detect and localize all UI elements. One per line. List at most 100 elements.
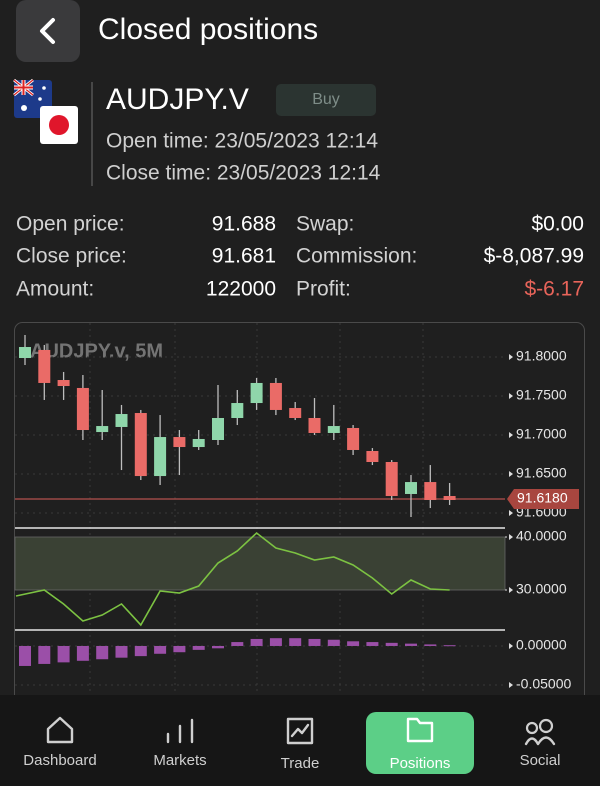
stat-label: Swap: <box>296 213 354 236</box>
chart: AUDJPY.v, 5M 91.800091.750091.700091.6500… <box>14 323 579 695</box>
stat-label: Profit: <box>296 278 351 301</box>
nav-icon <box>406 717 434 743</box>
nav-active-bg <box>366 712 474 774</box>
candle-body <box>424 482 437 500</box>
side-label: Buy <box>312 91 340 108</box>
candle-body <box>134 413 147 477</box>
candle-body <box>308 418 321 433</box>
candle-body <box>385 462 398 497</box>
stat-label: Close price: <box>16 245 127 268</box>
back-icon <box>40 18 55 44</box>
nav-icon <box>166 718 194 744</box>
candle-body <box>347 427 360 450</box>
hist-bar <box>289 638 302 646</box>
nav-label[interactable]: Dashboard <box>23 752 96 769</box>
hist-bar <box>134 645 147 657</box>
hist-bar <box>115 645 128 658</box>
hist-bar <box>347 641 360 646</box>
y-tick-label: 40.0000 <box>516 528 567 544</box>
stat-label: Commission: <box>296 245 417 268</box>
candle-body <box>192 438 205 448</box>
tick-arrow <box>509 471 513 478</box>
hist-bar <box>212 645 224 649</box>
nav-icon <box>525 721 539 735</box>
last-price-label: 91.6180 <box>517 490 568 506</box>
candle-body <box>289 408 302 418</box>
y-tick-label: 91.8000 <box>516 348 567 364</box>
y-tick-label: 91.7000 <box>516 426 567 442</box>
hist-bar <box>96 645 109 660</box>
tick-arrow <box>509 432 513 439</box>
nav-icon <box>46 716 74 744</box>
hist-bar <box>405 643 417 646</box>
stat-value: $0.00 <box>531 213 584 236</box>
open-time: Open time: 23/05/2023 12:14 <box>106 130 378 153</box>
tick-arrow <box>509 682 513 689</box>
page-title: Closed positions <box>98 13 318 46</box>
close-time: Close time: 23/05/2023 12:14 <box>106 162 381 185</box>
osc-line <box>15 531 450 627</box>
hist-bar <box>308 638 321 646</box>
y-tick-label: 0.00000 <box>516 637 567 653</box>
candle-body <box>212 418 224 440</box>
bottom-nav <box>0 695 600 786</box>
nav-icon <box>538 718 554 734</box>
last-price-badge <box>507 488 579 509</box>
hist-bar <box>57 645 70 663</box>
hist-bar <box>366 642 379 646</box>
hist-bar <box>424 644 437 646</box>
nav-label[interactable]: Trade <box>281 755 320 772</box>
candle-body <box>269 382 282 410</box>
hist-bar <box>385 642 398 646</box>
hist-bar <box>231 642 244 646</box>
back-button[interactable] <box>16 0 80 62</box>
candle-body <box>96 426 109 433</box>
flag-jp <box>40 106 78 144</box>
nav-icon <box>286 717 314 745</box>
hist-bar <box>19 645 31 666</box>
hist-bar <box>38 645 51 664</box>
tick-arrow <box>509 586 513 593</box>
hist-bar <box>173 645 186 653</box>
tick-arrow <box>509 510 513 517</box>
nav-label[interactable]: Positions <box>390 755 451 772</box>
osc-band <box>14 536 506 591</box>
nav-label[interactable]: Social <box>520 752 561 769</box>
stat-label: Amount: <box>16 278 94 301</box>
candle-body <box>76 387 89 431</box>
candle-body <box>231 403 244 418</box>
y-tick-label: 30.0000 <box>516 581 567 597</box>
candle-body <box>19 347 31 359</box>
hist-bar <box>443 645 456 647</box>
stat-value: $-6.17 <box>524 278 584 301</box>
nav-items: Dashboard Markets Trade Positions Social <box>23 712 560 774</box>
nav-label[interactable]: Markets <box>153 752 206 769</box>
y-tick-label: -0.05000 <box>516 676 571 692</box>
symbol: AUDJPY.V <box>106 83 249 116</box>
tick-arrow <box>509 353 513 360</box>
stat-value: 91.681 <box>212 245 276 268</box>
candle-body <box>250 382 263 404</box>
candle-body <box>173 437 186 448</box>
candle-body <box>405 482 417 494</box>
chart-frame <box>14 322 585 723</box>
candle-body <box>115 414 128 427</box>
candle-body <box>154 437 167 477</box>
side-badge <box>276 84 376 116</box>
tick-arrow <box>509 393 513 399</box>
candle-body <box>327 426 340 433</box>
candle-body <box>366 451 379 462</box>
hist-bar <box>154 645 167 654</box>
stat-value: 122000 <box>206 278 276 301</box>
tick-arrow <box>509 642 513 649</box>
y-tick-label: 91.7500 <box>516 387 567 403</box>
y-tick-label: 91.6500 <box>516 465 567 481</box>
hist-bar <box>76 645 89 661</box>
nav-icon <box>524 736 556 746</box>
tick-arrow <box>509 533 513 540</box>
candle-body <box>443 496 456 500</box>
hist-bar <box>269 638 282 646</box>
candle-body <box>57 380 70 387</box>
